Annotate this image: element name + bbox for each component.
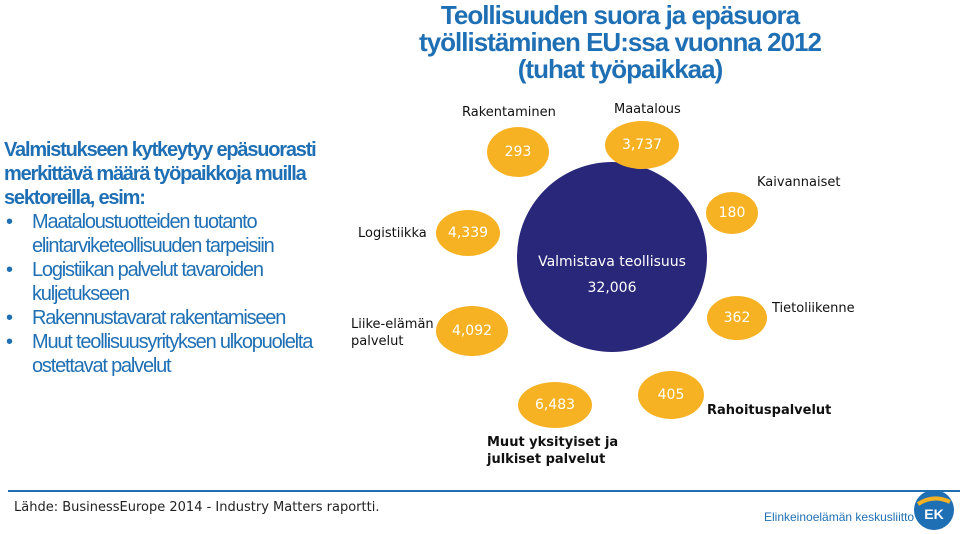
bullet-item: • Maataloustuotteiden tuotanto elintarvik… [4,210,344,258]
node-rahoituspalvelut: 405 [638,371,704,419]
label-muut-line-2: julkiset palvelut [487,452,606,467]
footer-divider [8,490,960,492]
center-node-label: Valmistava teollisuus [538,254,686,270]
description-intro: Valmistukseen kytkeytyy epäsuorasti merk… [4,139,317,209]
label-rakentaminen: Rakentaminen [462,105,556,120]
label-liike-elaman-palvelut: Liike-elämän palvelut [351,316,434,350]
label-muut-palvelut: Muut yksityiset ja julkiset palvelut [487,434,618,468]
bullet-icon: • [6,211,13,233]
bullet-text: Logistiikan palvelut tavaroiden kuljetuk… [32,259,264,305]
diagram-title: Teollisuuden suora ja epäsuora työllistä… [380,2,860,83]
title-line-1: Teollisuuden suora ja epäsuora [440,0,800,30]
bullet-icon: • [6,259,13,281]
center-node-manufacturing: Valmistava teollisuus 32,006 [517,162,707,352]
node-muut-palvelut: 6,483 [518,382,592,428]
bullet-item: • Logistiikan palvelut tavaroiden kuljetu… [4,258,344,306]
bullet-item: • Rakennustavarat rakentamiseen [4,306,344,330]
bullet-text: Maataloustuotteiden tuotanto elintarvike… [32,211,275,257]
label-kaivannaiset: Kaivannaiset [757,175,841,190]
ek-logo-icon: EK [914,490,954,530]
title-line-2: työllistäminen EU:ssa vuonna 2012 [419,27,822,57]
organization-name: Elinkeinoelämän keskusliitto [764,510,915,524]
label-rahoituspalvelut: Rahoituspalvelut [707,403,832,418]
bullet-item: • Muut teollisuusyrityksen ulkopuolelta o… [4,330,344,378]
center-node-value: 32,006 [587,280,637,296]
ek-logo-text: EK [924,506,943,522]
bullet-list: • Maataloustuotteiden tuotanto elintarvik… [4,210,344,378]
node-tietoliikenne: 362 [707,296,767,340]
node-kaivannaiset: 180 [706,192,758,234]
title-line-3: (tuhat työpaikkaa) [517,54,724,84]
bullet-icon: • [6,331,13,353]
label-liike-line-1: Liike-elämän [351,317,434,332]
label-muut-line-1: Muut yksityiset ja [487,435,619,450]
node-logistiikka: 4,339 [436,210,500,256]
bullet-text: Rakennustavarat rakentamiseen [32,307,286,329]
source-note: Lähde: BusinessEurope 2014 - Industry Ma… [14,500,380,515]
node-rakentaminen: 293 [487,127,549,177]
label-maatalous: Maatalous [614,102,681,117]
bullet-text: Muut teollisuusyrityksen ulkopuolelta os… [32,331,313,377]
description-panel: Valmistukseen kytkeytyy epäsuorasti merk… [4,138,344,378]
label-logistiikka: Logistiikka [358,226,427,241]
node-liike-elaman-palvelut: 4,092 [436,306,508,356]
node-maatalous: 3,737 [605,121,679,169]
label-tietoliikenne: Tietoliikenne [772,301,855,316]
label-liike-line-2: palvelut [351,334,404,349]
bullet-icon: • [6,307,13,329]
